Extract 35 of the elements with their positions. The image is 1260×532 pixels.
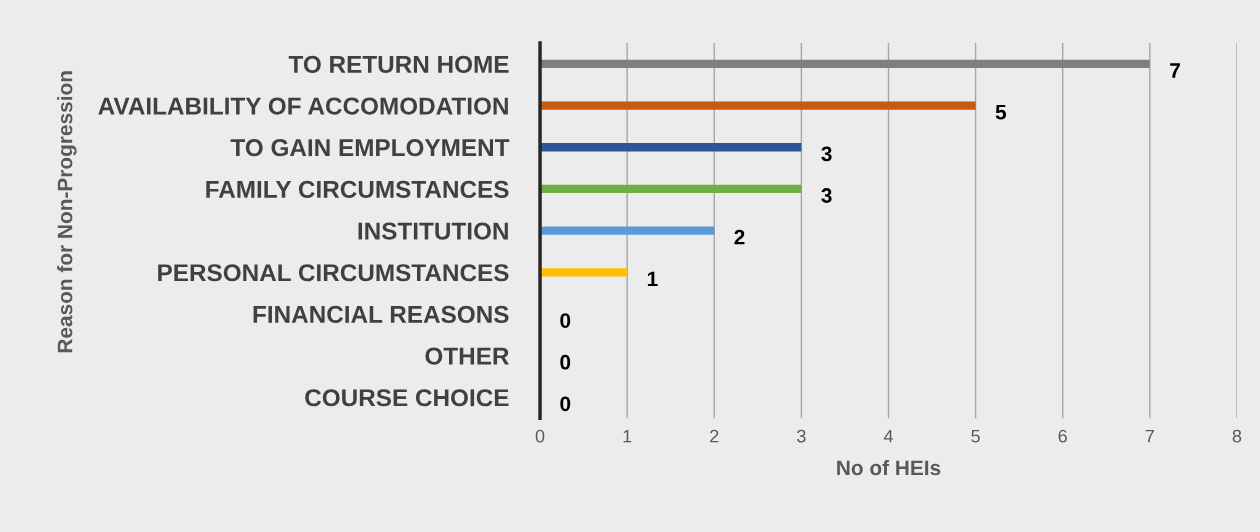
data-label: 5 — [995, 104, 1007, 120]
data-label: 7 — [1170, 63, 1180, 78]
data-label: 0 — [560, 313, 571, 328]
y-tick-label: OTHER — [425, 347, 509, 365]
y-axis-title: Reason for Non-Progression — [57, 71, 77, 353]
bar — [540, 101, 976, 110]
y-tick-label: FAMILY CIRCUMSTANCES — [206, 180, 509, 198]
data-label: 2 — [734, 229, 745, 245]
y-tick-label: PERSONAL CIRCUMSTANCES — [158, 264, 509, 282]
y-tick-label: TO GAIN EMPLOYMENT — [230, 139, 510, 157]
y-tick-label: FINANCIAL REASONS — [253, 305, 509, 324]
data-label: 0 — [560, 354, 571, 370]
x-axis-title: No of HEIs — [837, 459, 941, 476]
bar — [540, 59, 1150, 69]
x-tick-label: 7 — [1145, 429, 1154, 443]
bar — [540, 268, 628, 277]
data-label: 3 — [821, 188, 832, 203]
data-label: 3 — [821, 146, 832, 162]
x-tick-label: 0 — [535, 429, 545, 443]
x-tick-label: 6 — [1058, 429, 1067, 443]
x-tick-label: 4 — [883, 429, 893, 443]
x-tick-label: 5 — [971, 429, 980, 443]
bar — [540, 143, 802, 152]
bar — [540, 184, 802, 194]
data-label: 0 — [560, 396, 571, 412]
x-tick-label: 2 — [710, 429, 719, 443]
data-label: 1 — [647, 271, 658, 287]
x-tick-label: 3 — [797, 429, 806, 443]
y-tick-label: TO RETURN HOME — [288, 55, 509, 73]
y-tick-label: INSTITUTION — [358, 222, 508, 240]
x-tick-label: 1 — [623, 429, 632, 443]
y-tick-label: AVAILABILITY OF ACCOMODATION — [98, 97, 508, 115]
y-tick-label: COURSE CHOICE — [305, 389, 509, 407]
x-tick-label: 8 — [1232, 429, 1242, 443]
bar — [540, 226, 715, 235]
